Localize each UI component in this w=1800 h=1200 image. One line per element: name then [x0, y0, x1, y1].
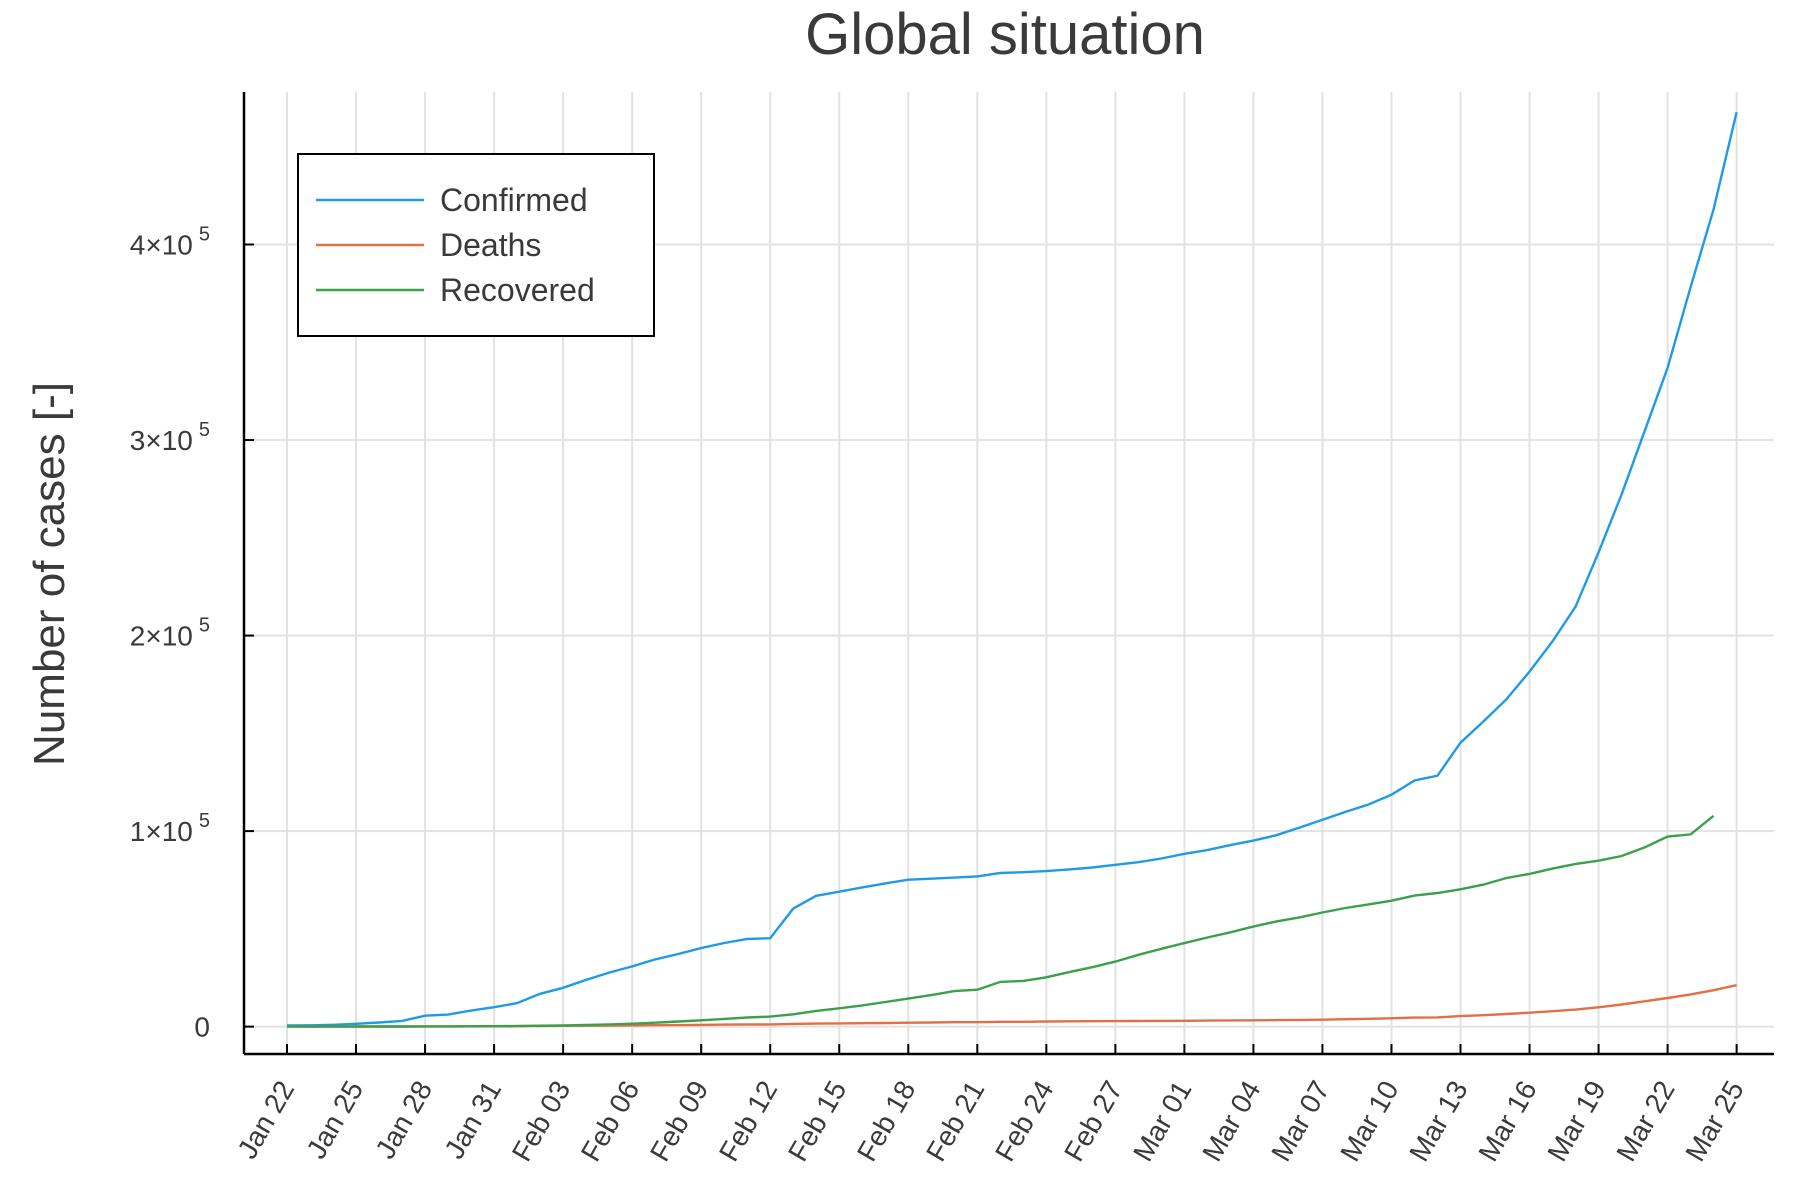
x-tick-label: Feb 12 — [713, 1076, 783, 1167]
x-tick-label: Mar 19 — [1541, 1076, 1611, 1167]
x-tick-label: Mar 25 — [1679, 1076, 1749, 1167]
x-tick-label: Mar 22 — [1610, 1076, 1680, 1167]
x-tick-label: Feb 21 — [920, 1076, 990, 1167]
x-tick-label: Mar 10 — [1334, 1076, 1404, 1167]
legend-label-confirmed: Confirmed — [440, 182, 588, 218]
x-tick-label: Feb 18 — [851, 1076, 921, 1167]
x-tick-label: Feb 09 — [644, 1076, 714, 1167]
x-tick-label: Jan 25 — [300, 1076, 369, 1164]
y-tick-label: 4×10 5 — [130, 224, 210, 261]
chart-title: Global situation — [805, 2, 1205, 67]
y-tick-label: 2×10 5 — [130, 615, 210, 652]
series-line-confirmed — [286, 111, 1738, 1027]
x-tick-label: Jan 31 — [438, 1076, 507, 1164]
x-tick-label: Feb 27 — [1058, 1076, 1128, 1167]
x-tick-label: Feb 03 — [506, 1076, 576, 1167]
x-tick-label: Mar 01 — [1127, 1076, 1197, 1167]
legend-label-recovered: Recovered — [440, 272, 595, 308]
x-tick-label: Mar 04 — [1196, 1076, 1266, 1167]
x-tick-label: Feb 06 — [575, 1076, 645, 1167]
x-tick-label: Jan 22 — [231, 1076, 300, 1164]
x-tick-label: Feb 24 — [989, 1076, 1059, 1167]
x-tick-label: Mar 07 — [1265, 1076, 1335, 1167]
legend-label-deaths: Deaths — [440, 227, 541, 263]
y-ticks: 0 1×10 5 2×10 5 3×10 5 4×10 5 — [130, 224, 254, 1043]
grid — [244, 92, 1774, 1054]
axes — [242, 92, 1774, 1056]
series-lines — [286, 111, 1738, 1028]
series-line-recovered — [287, 814, 1715, 1028]
y-tick-label: 1×10 5 — [130, 810, 210, 847]
x-tick-label: Mar 13 — [1403, 1076, 1473, 1167]
x-tick-label: Mar 16 — [1472, 1076, 1542, 1167]
y-axis-label: Number of cases [-] — [25, 382, 74, 766]
y-tick-label: 0 — [194, 1012, 210, 1043]
x-tick-label: Jan 28 — [369, 1076, 438, 1164]
y-tick-label: 3×10 5 — [130, 419, 210, 456]
legend: Confirmed Deaths Recovered — [297, 153, 655, 337]
x-tick-label: Feb 15 — [782, 1076, 852, 1167]
